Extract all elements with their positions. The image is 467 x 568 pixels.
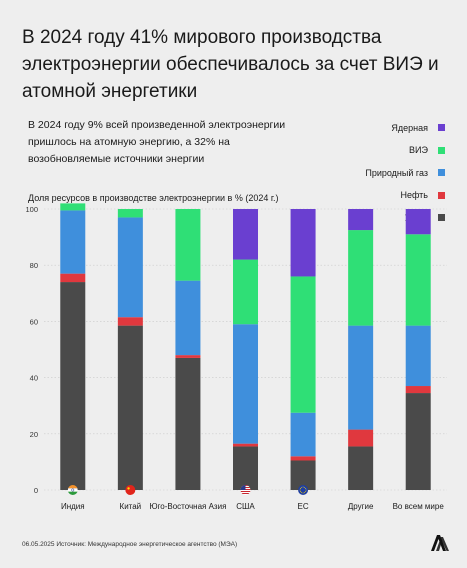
bar-segment-ес-нефть [290, 456, 316, 461]
bar-segment-индия-виэ [60, 203, 86, 211]
bar-segment-ес-ядерная [290, 209, 316, 277]
legend-label: ВИЭ [409, 145, 428, 155]
page-subtitle: В 2024 году 9% всей произведенной электр… [28, 119, 286, 165]
bar-segment-сша-виэ [233, 259, 258, 325]
y-tick-label: 80 [30, 261, 38, 270]
aa-logo-icon [431, 535, 449, 551]
bar-segment-ес-виэ [290, 276, 316, 413]
bar-segment-другие-нефть [348, 429, 374, 447]
x-tick-label: Другие [348, 502, 374, 511]
x-tick-label: Во всем мире [393, 502, 445, 511]
legend-item: Ядерная [265, 120, 445, 135]
legend-label: Природный газ [365, 167, 428, 178]
y-tick-label: 60 [30, 317, 38, 326]
legend-label: Ядерная [391, 122, 428, 133]
bar-segment-другие-уголь [348, 446, 374, 490]
bar-segment-китай-нефть [117, 317, 143, 326]
bar-segment-во-всем-мире-уголь [405, 393, 431, 490]
bar-segment-юго-восточная-азия-нефть [175, 355, 201, 358]
legend-item: Природный газ [265, 165, 445, 180]
x-tick-label: Юго-Восточная Азия [149, 502, 226, 511]
y-tick-label: 20 [30, 430, 38, 439]
china-flag-icon [125, 485, 136, 495]
y-tick-label: 0 [34, 486, 38, 495]
y-tick-label: 100 [25, 205, 38, 214]
eu-flag-icon [298, 485, 309, 495]
page-title: В 2024 году 41% мирового производства эл… [22, 27, 439, 102]
bar-segment-индия-природный-газ [60, 210, 86, 274]
usa-flag-icon [240, 485, 251, 495]
bar-segment-другие-ядерная [348, 209, 374, 231]
bar-segment-китай-уголь [117, 325, 143, 490]
legend-swatch [438, 124, 445, 131]
chart-title: Доля ресурсов в производстве электроэнер… [28, 193, 279, 203]
bar-segment-китай-природный-газ [117, 217, 143, 318]
y-tick-label: 40 [30, 374, 38, 383]
legend-swatch [438, 214, 445, 221]
bar-segment-китай-виэ [117, 209, 143, 218]
bar-segment-индия-нефть [60, 273, 86, 283]
bar-segment-юго-восточная-азия-природный-газ [175, 280, 201, 356]
bar-segment-другие-виэ [348, 230, 374, 326]
bar-segment-во-всем-мире-ядерная [405, 209, 431, 235]
bar-segment-юго-восточная-азия-уголь [175, 357, 201, 490]
legend-swatch [438, 146, 445, 154]
x-tick-label: ЕС [298, 502, 309, 511]
bar-segment-во-всем-мире-природный-газ [405, 325, 431, 387]
bar-segment-индия-уголь [60, 282, 86, 490]
legend-swatch [438, 169, 445, 176]
legend-swatch [438, 191, 445, 199]
bar-segment-ес-природный-газ [290, 412, 316, 457]
bar-segment-во-всем-мире-виэ [405, 234, 431, 326]
x-tick-label: США [236, 502, 255, 511]
india-flag-icon [67, 485, 78, 495]
bar-segment-во-всем-мире-нефть [405, 386, 431, 394]
source-footer: 06.05.2025 Источник: Международное энерг… [22, 541, 238, 548]
x-tick-label: Индия [61, 502, 85, 511]
bar-segment-юго-восточная-азия-виэ [175, 209, 201, 281]
bar-segment-сша-нефть [233, 443, 258, 447]
bar-segment-сша-природный-газ [233, 324, 258, 444]
bar-segment-сша-ядерная [233, 209, 258, 260]
legend-label: Нефть [400, 190, 428, 200]
legend-item: Нефть [265, 188, 445, 203]
legend-item: ВИЭ [265, 143, 445, 158]
bar-segment-сша-уголь [233, 446, 258, 490]
x-tick-label: Китай [120, 502, 142, 511]
bar-segment-другие-природный-газ [348, 325, 374, 430]
